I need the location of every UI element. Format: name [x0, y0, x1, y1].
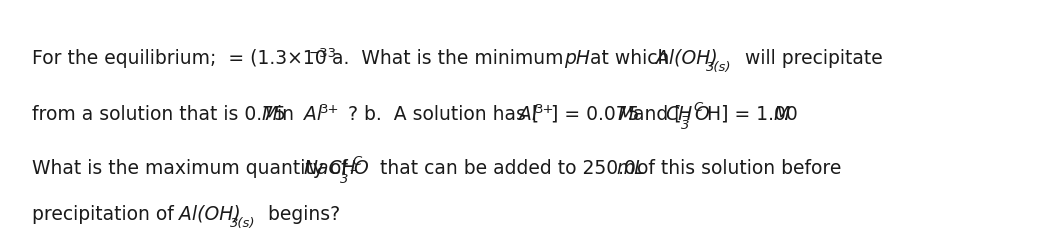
- Text: from a solution that is 0.75: from a solution that is 0.75: [32, 105, 286, 123]
- Text: in: in: [271, 105, 300, 123]
- Text: will precipitate: will precipitate: [733, 49, 883, 68]
- Text: Al: Al: [519, 105, 537, 123]
- Text: NaCH: NaCH: [304, 158, 357, 177]
- Text: pH: pH: [564, 49, 590, 68]
- Text: –: –: [349, 163, 356, 176]
- Text: Al(OH): Al(OH): [179, 204, 241, 223]
- Text: of this solution before: of this solution before: [631, 158, 841, 177]
- Text: 3: 3: [340, 172, 349, 185]
- Text: CH: CH: [665, 105, 692, 123]
- Text: C: C: [693, 100, 703, 113]
- Text: and [: and [: [627, 105, 682, 123]
- Text: M: M: [261, 105, 277, 123]
- Text: 3(s): 3(s): [230, 216, 256, 229]
- Text: ] = 0.075: ] = 0.075: [551, 105, 640, 123]
- Text: Al: Al: [304, 105, 323, 123]
- Text: O: O: [353, 158, 367, 177]
- Text: begins?: begins?: [256, 204, 340, 223]
- Text: H] = 1.00: H] = 1.00: [707, 105, 798, 123]
- Text: –: –: [681, 109, 688, 122]
- Text: 3(s): 3(s): [706, 61, 732, 74]
- Text: 3+: 3+: [535, 103, 554, 116]
- Text: What is the maximum quantity of: What is the maximum quantity of: [32, 158, 354, 177]
- Text: For the equilibrium;  = (1.3×10: For the equilibrium; = (1.3×10: [32, 49, 327, 68]
- Text: mL: mL: [616, 158, 645, 177]
- Text: that can be added to 250.0: that can be added to 250.0: [367, 158, 636, 177]
- Text: .: .: [783, 105, 789, 123]
- Text: −33: −33: [309, 47, 337, 60]
- Text: M: M: [617, 105, 633, 123]
- Text: a.  What is the minimum: a. What is the minimum: [326, 49, 569, 68]
- Text: 3+: 3+: [321, 103, 339, 116]
- Text: precipitation of: precipitation of: [32, 204, 180, 223]
- Text: Al(OH): Al(OH): [656, 49, 718, 68]
- Text: O: O: [694, 105, 709, 123]
- Text: at which: at which: [584, 49, 675, 68]
- Text: M: M: [773, 105, 789, 123]
- Text: ? b.  A solution has [: ? b. A solution has [: [336, 105, 539, 123]
- Text: C: C: [352, 154, 361, 167]
- Text: 3: 3: [681, 119, 689, 131]
